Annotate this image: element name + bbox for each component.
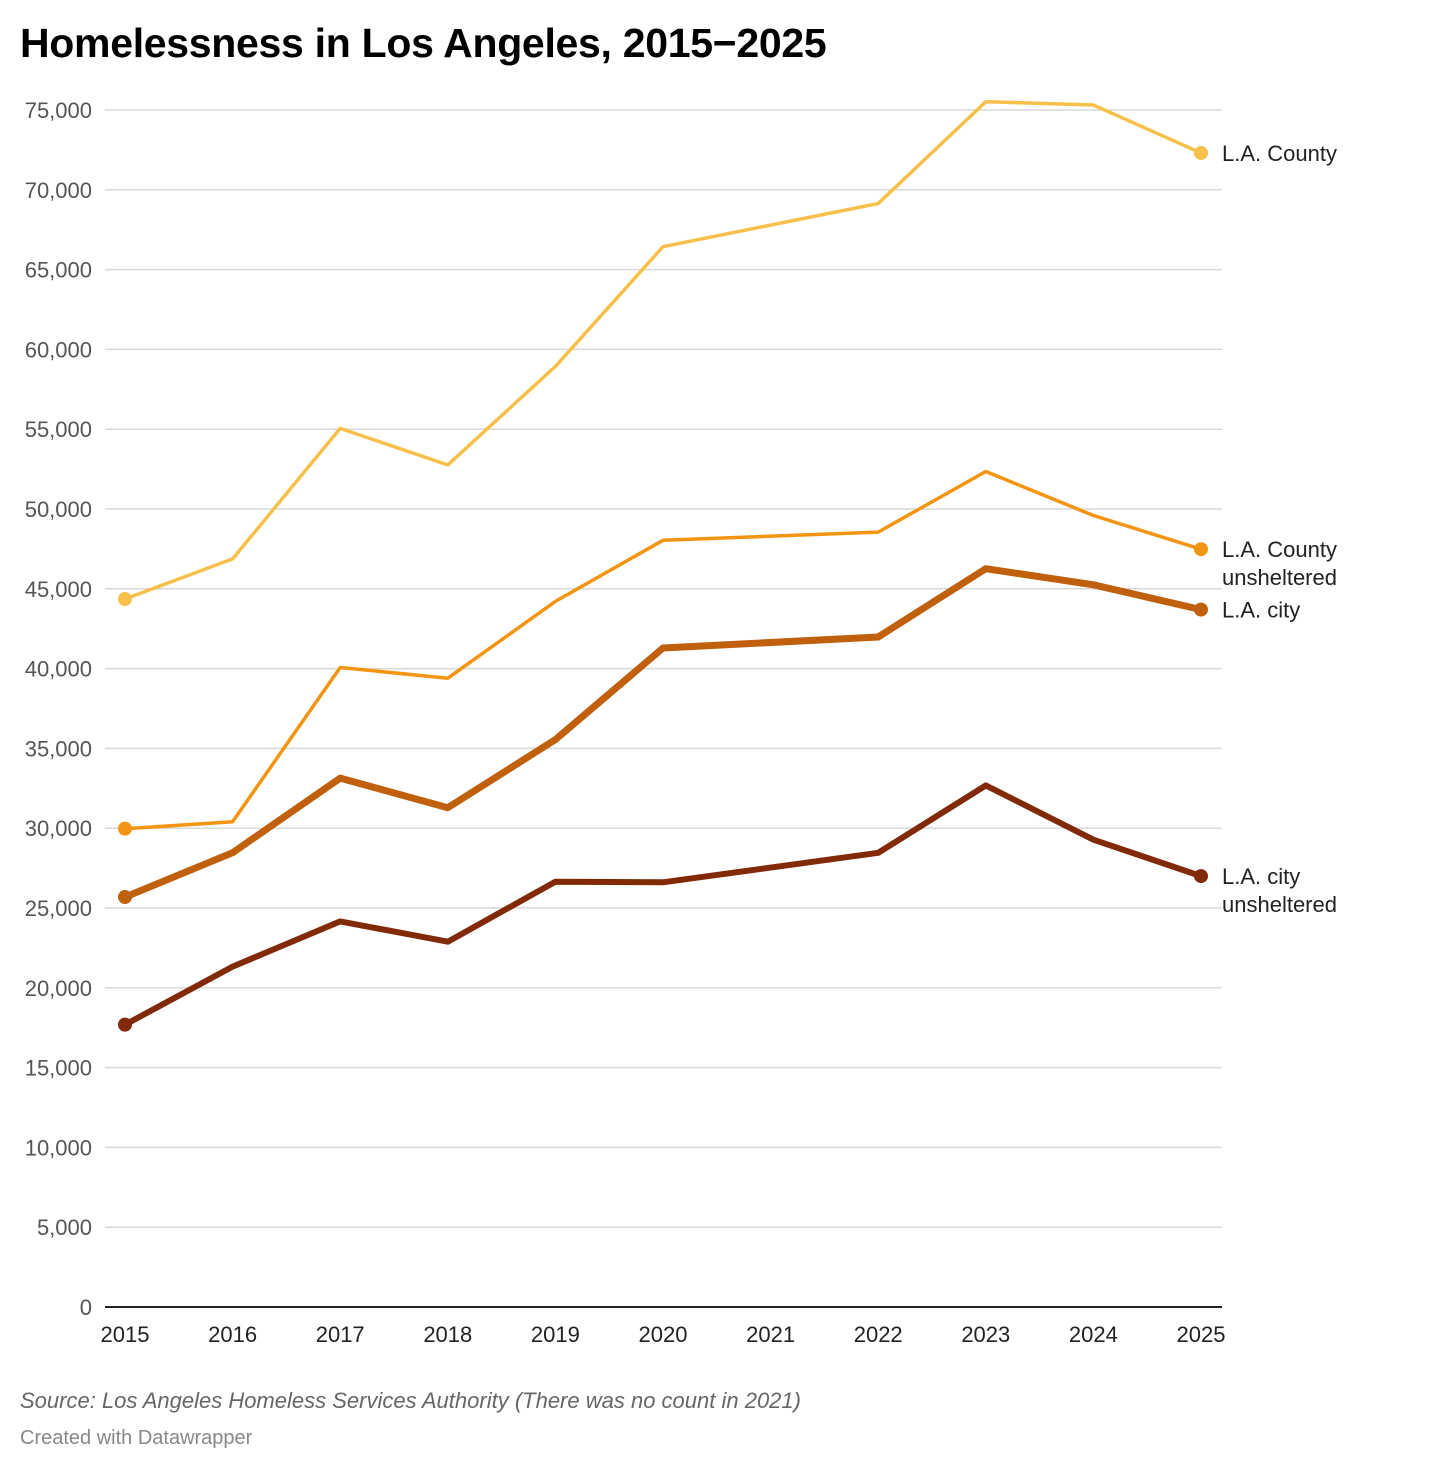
y-tick-label: 30,000 bbox=[25, 816, 92, 841]
y-tick-label: 55,000 bbox=[25, 417, 92, 442]
x-tick-label: 2019 bbox=[531, 1322, 580, 1347]
y-tick-label: 65,000 bbox=[25, 258, 92, 283]
y-tick-label: 40,000 bbox=[25, 657, 92, 682]
x-tick-label: 2015 bbox=[101, 1322, 150, 1347]
series-endpoint-dot bbox=[1194, 602, 1208, 617]
y-tick-label: 50,000 bbox=[25, 497, 92, 522]
y-tick-label: 60,000 bbox=[25, 337, 92, 362]
credit-note: Created with Datawrapper bbox=[20, 1427, 253, 1449]
x-tick-label: 2020 bbox=[639, 1322, 688, 1347]
series-endpoint-dot bbox=[118, 1017, 132, 1032]
x-tick-label: 2022 bbox=[854, 1322, 903, 1347]
series-label-4: L.A. city unsheltered bbox=[1222, 864, 1337, 917]
series-label-1: L.A. County bbox=[1222, 141, 1337, 166]
y-tick-label: 15,000 bbox=[25, 1056, 92, 1081]
series-endpoint-dot bbox=[1194, 542, 1208, 557]
chart-title: Homelessness in Los Angeles, 2015−2025 bbox=[20, 20, 827, 66]
series-line-2 bbox=[123, 469, 1203, 831]
y-tick-label: 75,000 bbox=[25, 98, 92, 123]
series-label-line: unsheltered bbox=[1222, 565, 1337, 590]
x-tick-label: 2017 bbox=[316, 1322, 365, 1347]
x-axis-ticks: 2015 2016 2017 2018 2019 2020 2021 2022 2023 2024… bbox=[101, 1322, 1226, 1347]
x-tick-label: 2023 bbox=[961, 1322, 1010, 1347]
y-axis-ticks: 0 5,000 10,000 15,000 20,000 25,000 30,000 35,0… bbox=[25, 98, 92, 1320]
series-lines bbox=[118, 99, 1208, 1032]
series-endpoint-dot bbox=[1194, 869, 1208, 884]
y-tick-label: 35,000 bbox=[25, 736, 92, 761]
series-label-line: unsheltered bbox=[1222, 892, 1337, 917]
series-endpoint-dot bbox=[118, 890, 132, 905]
series-line-3 bbox=[121, 565, 1205, 901]
source-note: Source: Los Angeles Homeless Services Au… bbox=[20, 1388, 801, 1413]
series-label-2: L.A. County unsheltered bbox=[1222, 537, 1337, 590]
series-label-line: L.A. County bbox=[1222, 537, 1337, 562]
series-label-line: L.A. city bbox=[1222, 598, 1300, 623]
y-tick-label: 70,000 bbox=[25, 178, 92, 203]
series-endpoint-dot bbox=[1194, 145, 1208, 160]
x-tick-label: 2018 bbox=[423, 1322, 472, 1347]
x-tick-label: 2025 bbox=[1177, 1322, 1226, 1347]
series-endpoint-dot bbox=[118, 592, 132, 607]
series-label-line: L.A. County bbox=[1222, 141, 1337, 166]
x-tick-label: 2016 bbox=[208, 1322, 257, 1347]
x-tick-label: 2024 bbox=[1069, 1322, 1118, 1347]
y-tick-label: 25,000 bbox=[25, 896, 92, 921]
series-endpoint-dot bbox=[118, 821, 132, 836]
series-label-line: L.A. city bbox=[1222, 864, 1300, 889]
y-tick-label: 10,000 bbox=[25, 1135, 92, 1160]
x-tick-label: 2021 bbox=[746, 1322, 795, 1347]
y-tick-label: 5,000 bbox=[37, 1215, 92, 1240]
series-line-4 bbox=[122, 782, 1204, 1028]
series-line-1 bbox=[123, 99, 1203, 601]
gridlines bbox=[105, 109, 1222, 1308]
y-tick-label: 20,000 bbox=[25, 976, 92, 1001]
y-tick-label: 0 bbox=[80, 1295, 92, 1320]
series-label-3: L.A. city bbox=[1222, 598, 1300, 623]
y-tick-label: 45,000 bbox=[25, 577, 92, 602]
